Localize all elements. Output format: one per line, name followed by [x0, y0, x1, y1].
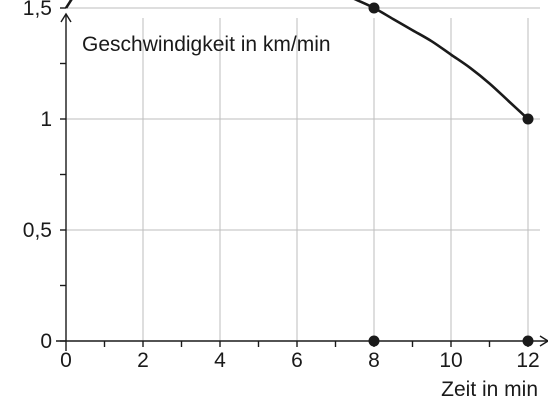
axes: [56, 12, 548, 351]
y-tick-label: 1: [40, 108, 52, 131]
data-point: [522, 335, 534, 347]
x-tick-label: 12: [516, 349, 539, 372]
x-tick-label: 4: [214, 349, 226, 372]
x-tick-label: 8: [368, 349, 380, 372]
data-points: [368, 2, 534, 347]
x-tick-label: 2: [137, 349, 149, 372]
speed-curve: [64, 0, 529, 120]
y-axis-title: Geschwindigkeit in km/min: [82, 33, 331, 56]
x-tick-label: 6: [291, 349, 303, 372]
y-axis-arrow: [60, 12, 72, 23]
x-tick-label: 10: [439, 349, 462, 372]
data-point: [368, 335, 380, 347]
y-tick-label: 0: [40, 330, 52, 353]
data-point: [368, 2, 380, 14]
x-tick-labels: 0 2 4 6 8 10 12: [60, 349, 540, 372]
data-point: [522, 113, 534, 125]
series: v: [64, 0, 529, 120]
y-tick-label: 1,5: [23, 0, 52, 20]
tick-marks: [60, 7, 529, 347]
x-axis-title: Zeit in min: [441, 378, 538, 401]
y-tick-label: 0,5: [23, 219, 52, 242]
y-tick-labels: 00,511,522,5: [23, 0, 52, 353]
x-tick-label: 0: [60, 349, 72, 372]
x-axis-arrow: [539, 335, 548, 347]
grid: [66, 7, 540, 341]
